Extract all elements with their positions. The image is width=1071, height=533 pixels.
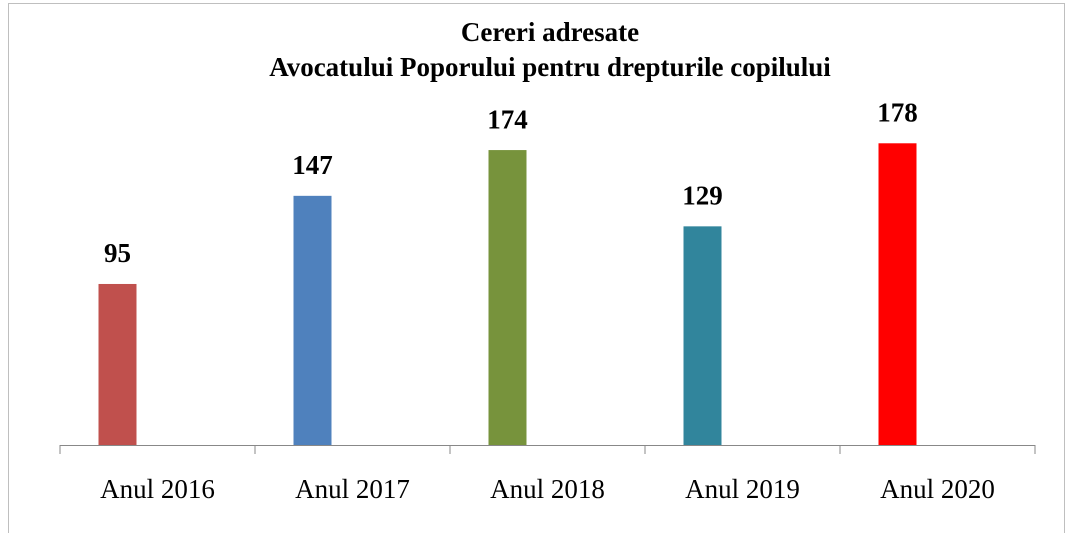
chart-title: Cereri adresate	[461, 17, 639, 47]
value-label: 174	[487, 104, 528, 134]
value-label: 178	[877, 97, 918, 127]
value-label: 95	[104, 238, 131, 268]
bar	[878, 143, 917, 446]
x-tick-label: Anul 2018	[490, 474, 605, 504]
bar	[98, 283, 137, 445]
value-label: 147	[292, 150, 333, 180]
value-label: 129	[682, 181, 723, 211]
chart-title: Avocatului Poporului pentru drepturile c…	[269, 52, 831, 82]
bar	[488, 150, 527, 445]
x-tick-label: Anul 2020	[880, 474, 995, 504]
x-tick-label: Anul 2017	[295, 474, 410, 504]
bar	[293, 195, 332, 445]
x-tick-label: Anul 2019	[685, 474, 800, 504]
x-tick-label: Anul 2016	[100, 474, 215, 504]
bar	[683, 226, 722, 445]
